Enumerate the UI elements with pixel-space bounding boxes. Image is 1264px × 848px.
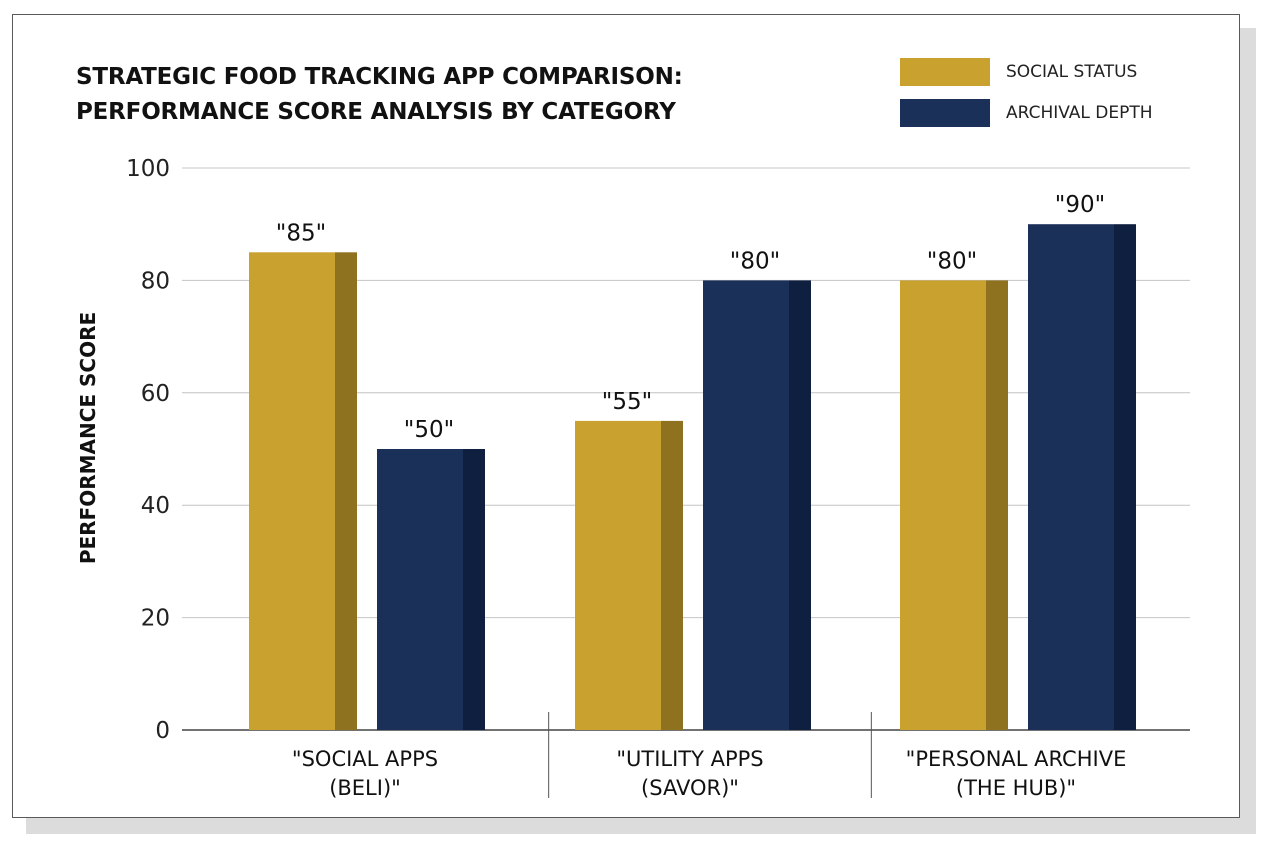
legend-swatch-archival-depth bbox=[900, 99, 990, 127]
y-tick-label-0: 0 bbox=[155, 718, 170, 744]
x-category-social-apps-line-1: "SOCIAL APPS bbox=[291, 747, 439, 771]
x-category-label-utility-apps: "UTILITY APPS (SAVOR)" bbox=[560, 745, 820, 803]
y-tick-label-40: 40 bbox=[141, 493, 170, 519]
y-tick-label-60: 60 bbox=[141, 381, 170, 407]
bar-archival-depth-1 bbox=[703, 280, 789, 730]
bar-side-archival-depth-1 bbox=[789, 280, 811, 730]
x-category-label-personal-archive: "PERSONAL ARCHIVE (THE HUB)" bbox=[886, 745, 1146, 803]
bar-social-status-2 bbox=[900, 280, 986, 730]
data-label-social-status-0: "85" bbox=[276, 220, 326, 246]
bar-social-status-0 bbox=[249, 252, 335, 731]
data-label-archival-depth-0: "50" bbox=[404, 417, 454, 443]
chart-title-line-1: STRATEGIC FOOD TRACKING APP COMPARISON: bbox=[76, 64, 683, 90]
x-category-label-social-apps: "SOCIAL APPS (BELI)" bbox=[235, 745, 495, 803]
bar-side-social-status-1 bbox=[661, 420, 683, 730]
data-label-social-status-1: "55" bbox=[602, 389, 652, 415]
y-tick-label-80: 80 bbox=[141, 268, 170, 294]
bar-archival-depth-0 bbox=[377, 449, 463, 730]
y-tick-label-20: 20 bbox=[141, 606, 170, 632]
x-category-utility-apps-line-2: (SAVOR)" bbox=[641, 776, 739, 800]
chart-title: STRATEGIC FOOD TRACKING APP COMPARISON: … bbox=[76, 60, 683, 130]
data-label-archival-depth-2: "90" bbox=[1055, 192, 1105, 218]
bar-archival-depth-2 bbox=[1028, 224, 1114, 730]
y-tick-label-100: 100 bbox=[126, 156, 170, 182]
bar-side-archival-depth-0 bbox=[463, 449, 485, 730]
x-category-utility-apps-line-1: "UTILITY APPS bbox=[616, 747, 764, 771]
x-category-social-apps-line-2: (BELI)" bbox=[329, 776, 401, 800]
legend-swatch-social-status bbox=[900, 58, 990, 86]
x-category-personal-archive-line-1: "PERSONAL ARCHIVE bbox=[905, 747, 1127, 771]
bar-social-status-1 bbox=[575, 420, 661, 730]
bar-side-archival-depth-2 bbox=[1114, 224, 1136, 730]
chart-title-line-2: PERFORMANCE SCORE ANALYSIS BY CATEGORY bbox=[76, 99, 676, 125]
bar-side-social-status-2 bbox=[986, 280, 1008, 730]
data-label-social-status-2: "80" bbox=[927, 248, 977, 274]
bar-side-social-status-0 bbox=[335, 252, 357, 731]
data-label-archival-depth-1: "80" bbox=[730, 248, 780, 274]
legend-label-social-status: SOCIAL STATUS bbox=[1006, 62, 1138, 82]
x-category-personal-archive-line-2: (THE HUB)" bbox=[955, 776, 1077, 800]
legend-label-archival-depth: ARCHIVAL DEPTH bbox=[1006, 103, 1153, 123]
